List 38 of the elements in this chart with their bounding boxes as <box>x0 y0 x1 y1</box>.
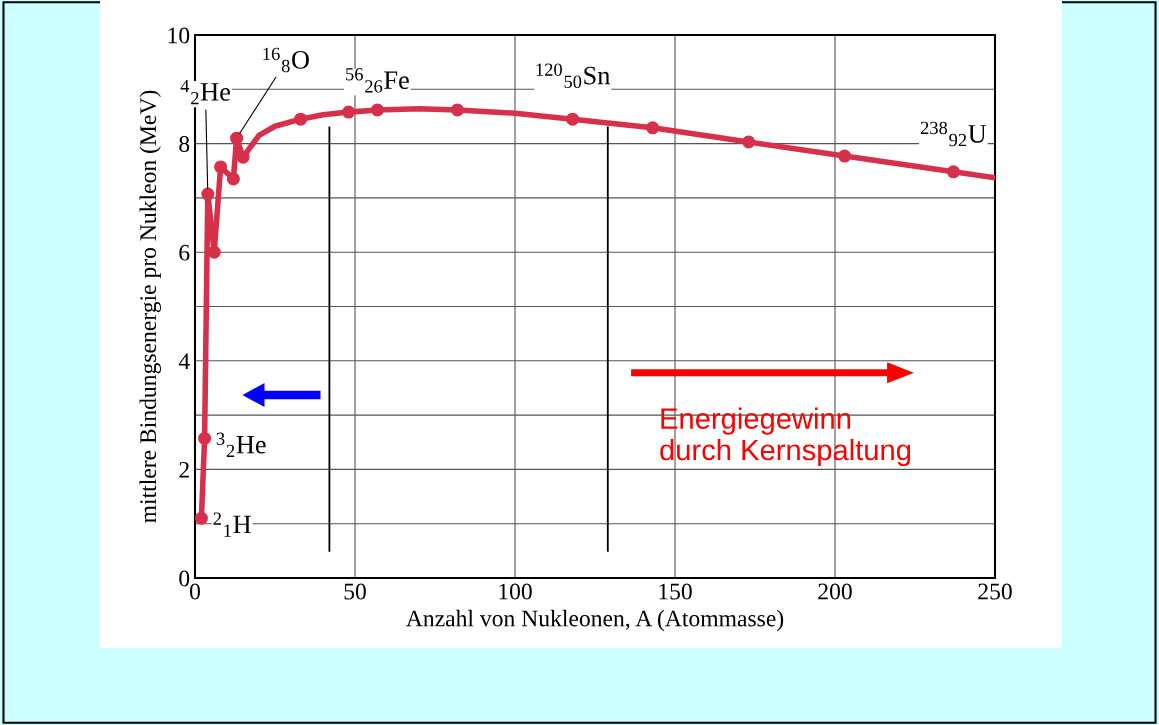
point <box>207 245 221 259</box>
y-axis-title: mittlere Bindungsenergie pro Nukleon (MeV) <box>139 90 161 523</box>
point <box>342 105 356 119</box>
annotation: $^{238}$$_{92}$U <box>920 121 987 147</box>
point <box>946 165 960 179</box>
point <box>195 511 208 525</box>
point <box>450 103 464 117</box>
point <box>294 112 308 126</box>
point <box>742 135 756 149</box>
annotation: $^{120}$$_{50}$Sn <box>536 63 611 89</box>
y-tick-label: 4 <box>178 353 190 369</box>
point <box>201 187 215 201</box>
point <box>226 172 240 186</box>
y-tick-label: 0 <box>179 570 190 587</box>
x-tick-label: 100 <box>499 583 532 600</box>
annotation: Energiegewinn durch Kernspaltung <box>660 407 911 467</box>
x-tick-label: 250 <box>978 583 1012 600</box>
point <box>566 112 580 126</box>
x-tick-label: 200 <box>818 583 852 600</box>
y-tick-label: 8 <box>179 136 190 153</box>
annotation: $^{56}$$_{26}$Fe <box>346 68 409 93</box>
annotation: $^{4}$$_{2}$He <box>180 79 230 105</box>
x-tick-label: 150 <box>659 583 692 600</box>
y-tick-label: 6 <box>179 244 190 261</box>
point <box>236 150 250 164</box>
point <box>214 160 228 174</box>
x-axis-title: Anzahl von Nukleonen, A (Atommasse) <box>406 609 784 632</box>
x-tick-label: 50 <box>344 583 366 600</box>
annotation: $^{3}$$_{2}$He <box>216 432 266 457</box>
annotation: $^{2}$$_{1}$H <box>213 512 251 537</box>
point <box>370 103 384 117</box>
point <box>838 149 852 163</box>
point <box>230 131 244 145</box>
point <box>198 431 212 445</box>
y-tick-label: 10 <box>168 27 190 44</box>
point <box>646 121 660 135</box>
annotation: $^{16}$$_{8}$O <box>263 47 309 73</box>
y-tick-label: 2 <box>179 461 189 478</box>
